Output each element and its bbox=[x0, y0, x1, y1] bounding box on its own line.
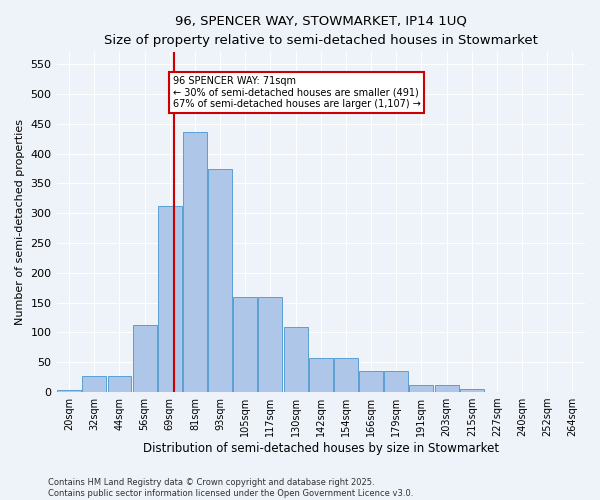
Bar bbox=[309, 358, 333, 392]
Bar bbox=[259, 296, 283, 392]
Bar bbox=[434, 385, 458, 392]
Bar bbox=[158, 206, 182, 392]
Bar bbox=[233, 296, 257, 392]
Title: 96, SPENCER WAY, STOWMARKET, IP14 1UQ
Size of property relative to semi-detached: 96, SPENCER WAY, STOWMARKET, IP14 1UQ Si… bbox=[104, 15, 538, 47]
Bar bbox=[208, 169, 232, 392]
Bar bbox=[460, 389, 484, 392]
Bar bbox=[107, 376, 131, 392]
Bar bbox=[57, 390, 81, 392]
Bar bbox=[284, 326, 308, 392]
Text: Contains HM Land Registry data © Crown copyright and database right 2025.
Contai: Contains HM Land Registry data © Crown c… bbox=[48, 478, 413, 498]
Bar bbox=[183, 132, 207, 392]
Bar bbox=[409, 385, 433, 392]
Text: 96 SPENCER WAY: 71sqm
← 30% of semi-detached houses are smaller (491)
67% of sem: 96 SPENCER WAY: 71sqm ← 30% of semi-deta… bbox=[173, 76, 421, 110]
Bar bbox=[334, 358, 358, 392]
Bar bbox=[82, 376, 106, 392]
Bar bbox=[133, 326, 157, 392]
Y-axis label: Number of semi-detached properties: Number of semi-detached properties bbox=[15, 119, 25, 325]
Bar bbox=[385, 370, 408, 392]
Bar bbox=[359, 370, 383, 392]
X-axis label: Distribution of semi-detached houses by size in Stowmarket: Distribution of semi-detached houses by … bbox=[143, 442, 499, 455]
